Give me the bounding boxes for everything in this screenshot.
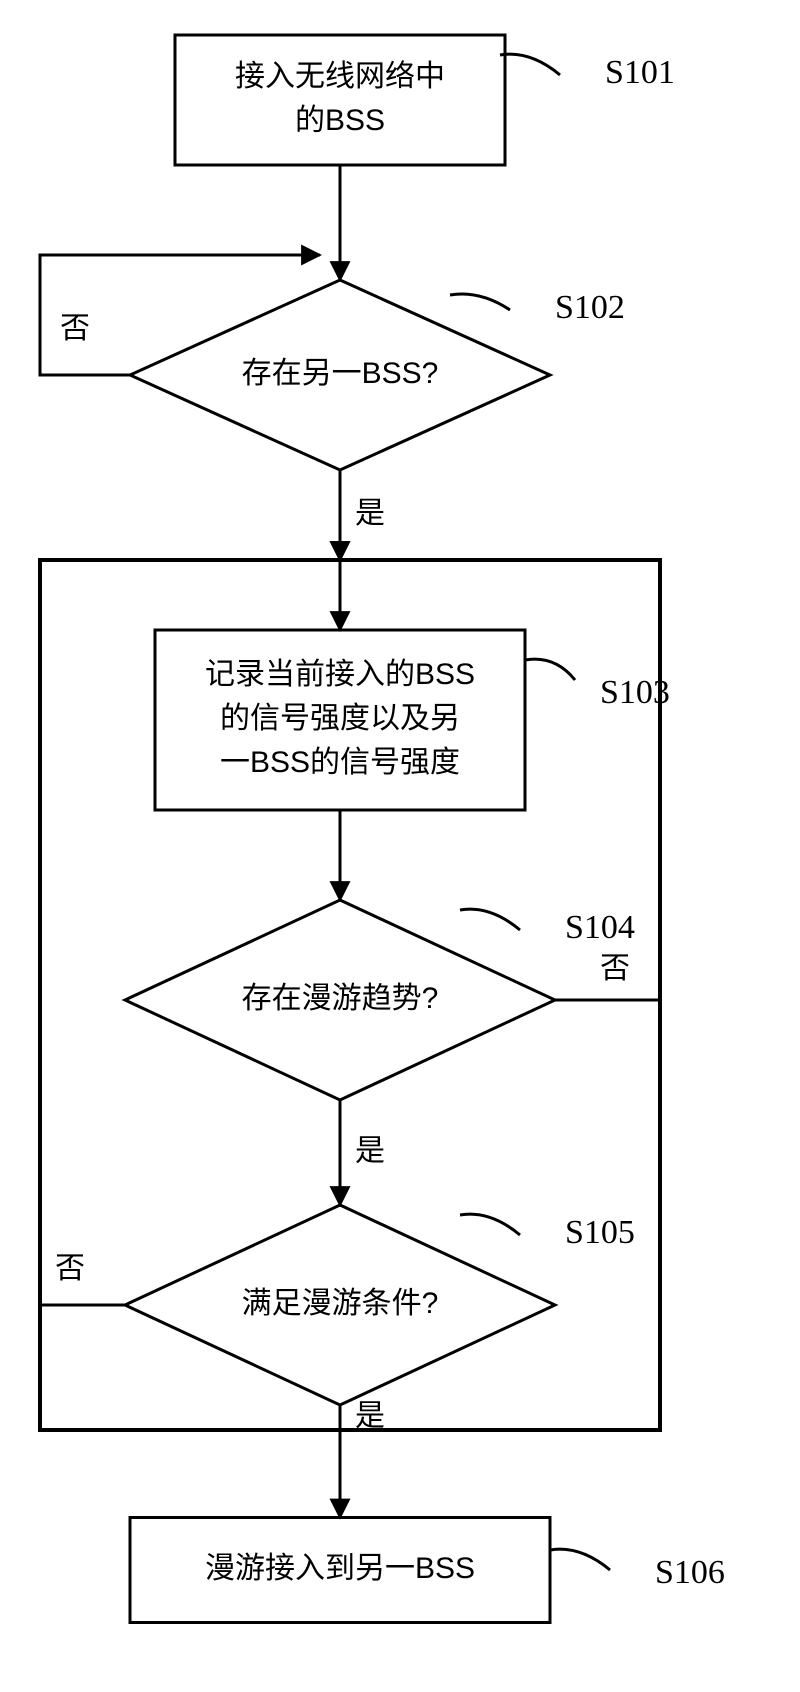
node-s103-line1: 的信号强度以及另 <box>220 702 460 735</box>
callout-label-s106: S106 <box>655 1554 725 1591</box>
callout-label-s101: S101 <box>605 54 675 91</box>
loopback-s102-label: 否 <box>60 312 90 345</box>
node-s101: 接入无线网络中的BSS <box>175 35 505 165</box>
loopback-s105-label: 否 <box>55 1252 85 1285</box>
node-s101-line0: 接入无线网络中 <box>235 60 445 93</box>
node-s106-line0: 漫游接入到另一BSS <box>205 1552 475 1585</box>
callout-label-s102: S102 <box>555 289 625 326</box>
edge-label-5: 是 <box>355 1399 385 1432</box>
callout-leader-s101 <box>500 54 560 75</box>
callout-leader-s106 <box>550 1549 610 1570</box>
node-s103-line0: 记录当前接入的BSS <box>205 658 475 691</box>
node-s102: 存在另一BSS? <box>130 280 550 470</box>
edge-label-1: 是 <box>355 497 385 530</box>
callout-label-s104: S104 <box>565 909 635 946</box>
callout-leader-s102 <box>450 294 510 310</box>
node-s106: 漫游接入到另一BSS <box>130 1518 550 1623</box>
node-s101-line1: 的BSS <box>295 104 385 137</box>
node-s103-line2: 一BSS的信号强度 <box>220 746 460 779</box>
edge-label-4: 是 <box>355 1134 385 1167</box>
node-s104-line0: 存在漫游趋势? <box>242 982 439 1015</box>
node-s103: 记录当前接入的BSS 的信号强度以及另一BSS的信号强度 <box>155 630 525 810</box>
callout-label-s105: S105 <box>565 1214 635 1251</box>
callout-label-s103: S103 <box>600 674 670 711</box>
loopback-s104-label: 否 <box>600 952 630 985</box>
node-s102-line0: 存在另一BSS? <box>242 357 439 390</box>
node-s105-line0: 满足漫游条件? <box>242 1287 439 1320</box>
